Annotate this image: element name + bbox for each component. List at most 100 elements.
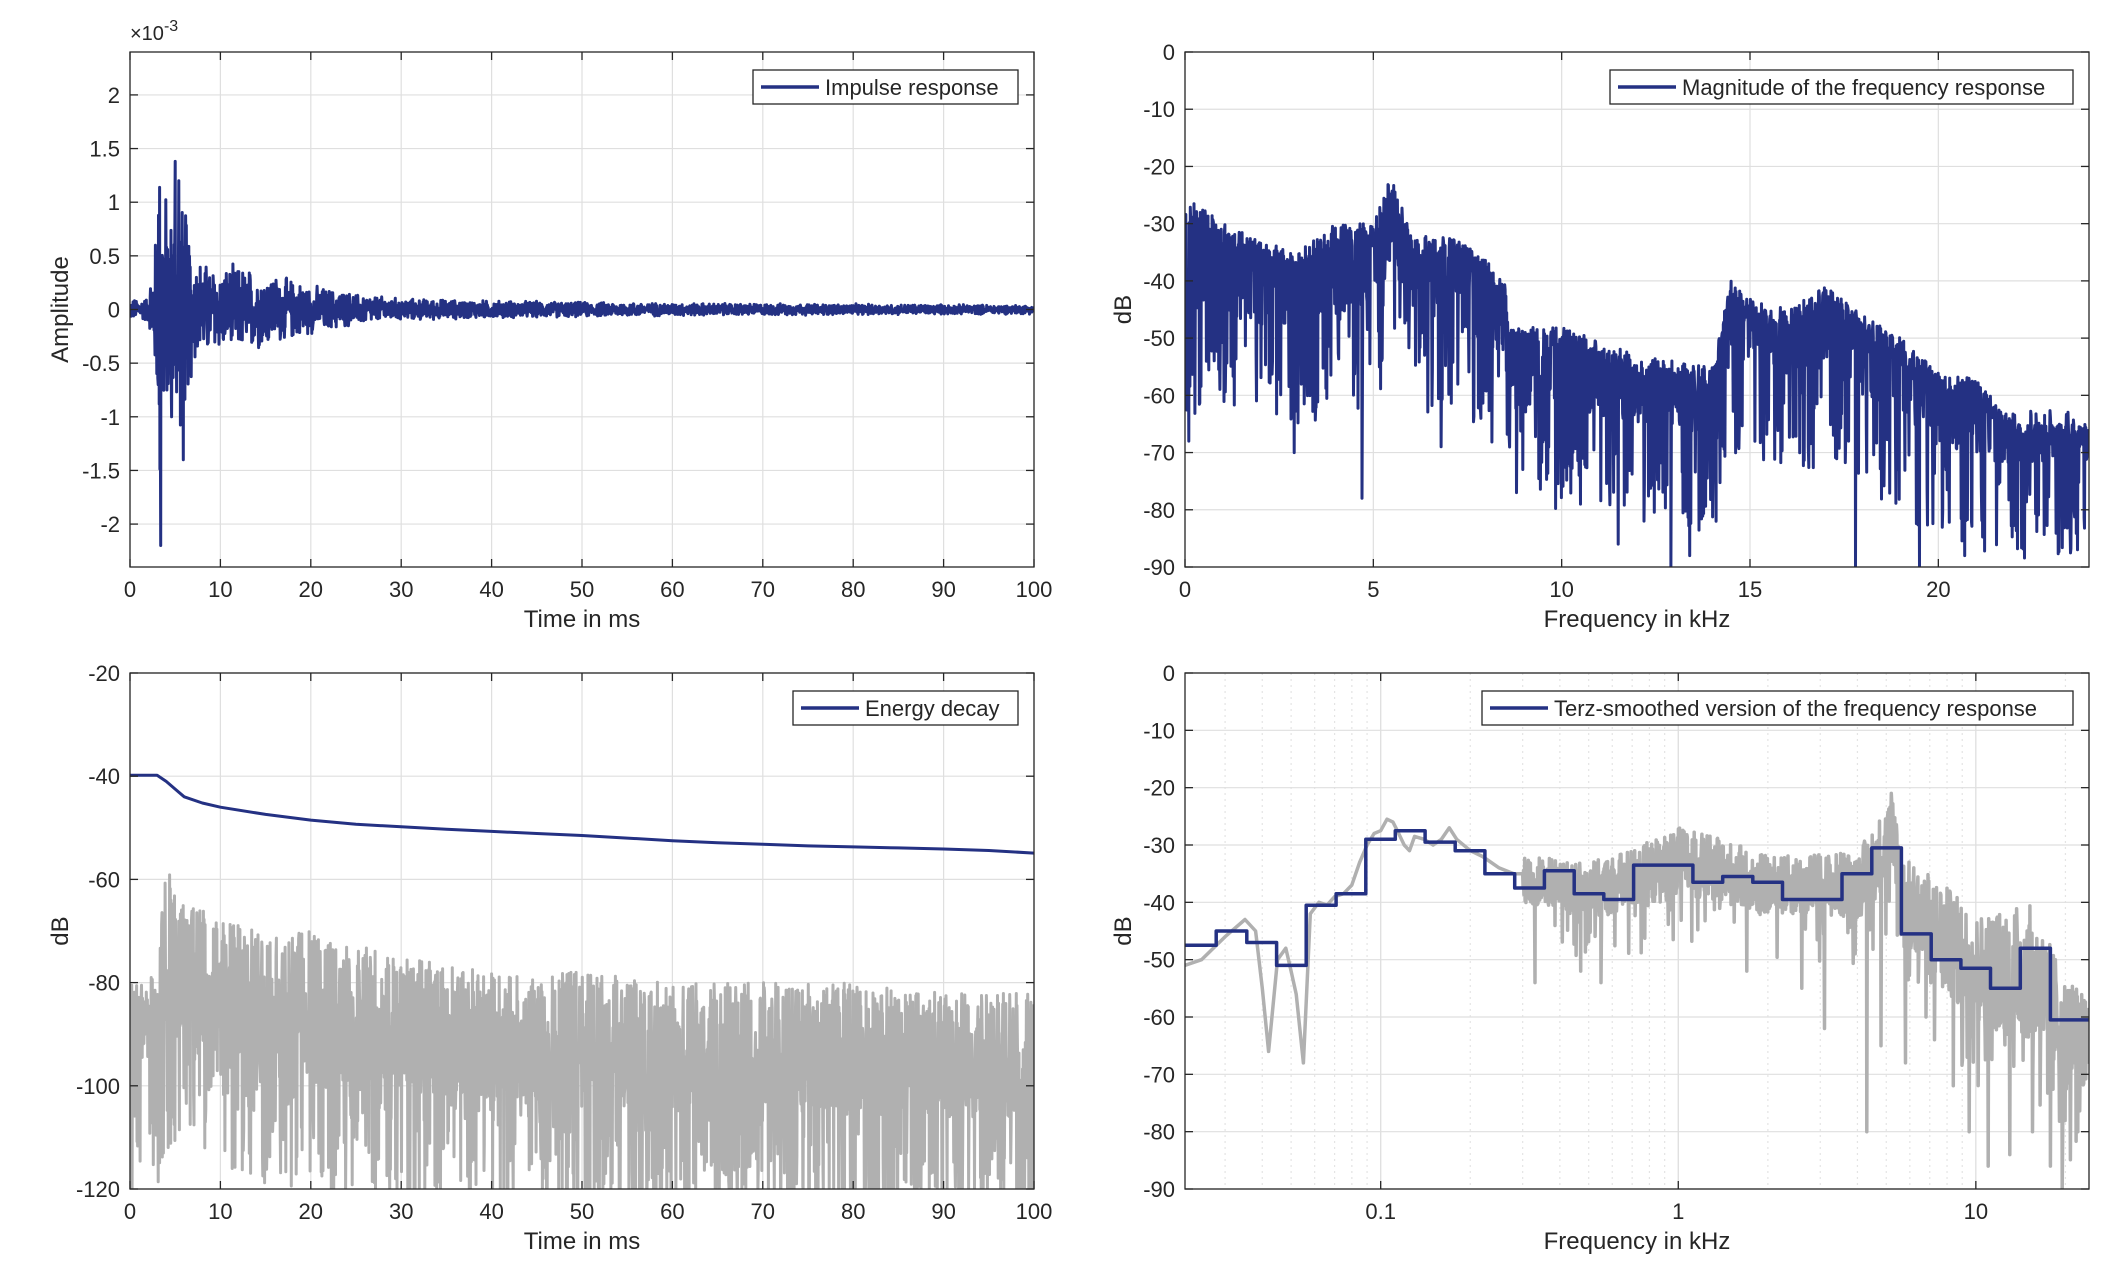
chart-panel-2: 0 5 10 15 20 0 -10 -20 -30 -40 -50 -60 -70 -80 -90 Freq… — [1110, 40, 2090, 633]
x-axis-label: Frequency in kHz — [1544, 606, 1731, 633]
legend-label: Energy decay — [865, 696, 1000, 721]
x-tick-label: 70 — [751, 1199, 775, 1224]
chart-panel-3: 0 10 20 30 40 50 60 70 80 90 100 -20 -40 -60 -80 -100 -1… — [47, 661, 1052, 1255]
x-tick-label: 20 — [299, 1199, 323, 1224]
x-axis-label: Time in ms — [524, 606, 640, 633]
y-tick-label: -60 — [1143, 383, 1175, 408]
x-tick-label: 5 — [1367, 577, 1379, 602]
data-layer — [1185, 791, 2089, 1189]
legend: Energy decay — [792, 690, 1019, 726]
data-layer — [130, 773, 1034, 1189]
y-tick-label: -2 — [100, 512, 120, 537]
x-tick-label: 40 — [479, 1199, 503, 1224]
y-tick-label: -20 — [1143, 776, 1175, 801]
legend-box — [1609, 69, 2074, 105]
legend-box — [1481, 690, 2074, 726]
y-axis-label: Amplitude — [47, 256, 74, 363]
y-tick-label: 0 — [108, 298, 120, 323]
y-tick-label: -100 — [76, 1074, 120, 1099]
y-tick-label: -10 — [1143, 718, 1175, 743]
x-tick-label: 80 — [841, 1199, 865, 1224]
x-tick-label: 90 — [931, 1199, 955, 1224]
y-tick-label: 0.5 — [89, 244, 120, 269]
y-tick-label: -70 — [1143, 1062, 1175, 1087]
y-axis-label: dB — [1110, 295, 1137, 324]
legend: Magnitude of the frequency response — [1609, 69, 2074, 105]
y-tick-label: -80 — [88, 971, 120, 996]
x-tick-label: 30 — [389, 1199, 413, 1224]
y-tick-label: -30 — [1143, 212, 1175, 237]
data-layer — [1185, 183, 2089, 567]
x-tick-label: 60 — [660, 1199, 684, 1224]
series-line-raw-gray — [1185, 791, 2089, 1189]
x-tick-label: 0 — [1179, 577, 1191, 602]
legend-label: Magnitude of the frequency response — [1682, 75, 2045, 100]
y-tick-label: 0 — [1163, 661, 1175, 686]
y-tick-label: -70 — [1143, 441, 1175, 466]
y-tick-label: -40 — [88, 764, 120, 789]
legend: Terz-smoothed version of the frequency r… — [1481, 690, 2074, 726]
x-tick-label: 80 — [841, 577, 865, 602]
x-tick-label: 100 — [1016, 1199, 1053, 1224]
y-tick-label: -50 — [1143, 948, 1175, 973]
x-tick-label: 10 — [1964, 1199, 1988, 1224]
x-tick-label: 100 — [1016, 577, 1053, 602]
y-tick-label: 1.5 — [89, 137, 120, 162]
x-tick-label: 90 — [931, 577, 955, 602]
y-tick-label: -40 — [1143, 890, 1175, 915]
x-tick-label: 10 — [1549, 577, 1573, 602]
y-tick-label: -60 — [1143, 1005, 1175, 1030]
y-tick-label: -40 — [1143, 269, 1175, 294]
x-tick-label: 70 — [751, 577, 775, 602]
x-tick-label: 1 — [1672, 1199, 1684, 1224]
y-tick-label: 1 — [108, 190, 120, 215]
x-axis-label: Time in ms — [524, 1228, 640, 1255]
x-tick-label: 0 — [124, 1199, 136, 1224]
y-exponent-label: ×10-3 — [130, 18, 178, 45]
x-tick-label: 20 — [299, 577, 323, 602]
data-layer — [130, 159, 1034, 547]
y-tick-label: 2 — [108, 83, 120, 108]
x-tick-label: 30 — [389, 577, 413, 602]
x-tick-label: 40 — [479, 577, 503, 602]
y-tick-label: -1.5 — [82, 458, 120, 483]
y-axis-label: dB — [47, 916, 74, 945]
y-tick-label: -10 — [1143, 97, 1175, 122]
x-tick-label: 50 — [570, 577, 594, 602]
legend-label: Terz-smoothed version of the frequency r… — [1554, 696, 2037, 721]
series-line-energy-gray — [130, 873, 1034, 1189]
x-tick-label: 0.1 — [1365, 1199, 1396, 1224]
x-tick-label: 10 — [208, 1199, 232, 1224]
x-axis-label: Frequency in kHz — [1544, 1228, 1731, 1255]
y-tick-label: 0 — [1163, 40, 1175, 65]
y-axis-label: dB — [1110, 916, 1137, 945]
x-tick-label: 20 — [1926, 577, 1950, 602]
axes-box — [1184, 672, 2090, 1190]
y-tick-label: -50 — [1143, 326, 1175, 351]
y-tick-label: -80 — [1143, 498, 1175, 523]
series-line-magnitude — [1185, 183, 2089, 567]
y-tick-label: -120 — [76, 1177, 120, 1202]
x-tick-label: 50 — [570, 1199, 594, 1224]
y-tick-label: -30 — [1143, 833, 1175, 858]
y-tick-label: -0.5 — [82, 351, 120, 376]
series-line-energy-decay — [130, 773, 1034, 855]
x-tick-label: 0 — [124, 577, 136, 602]
chart-panel-4: 0.1 1 10 0 -10 -20 -30 -40 -50 -60 -70 -80 -90 Freque… — [1110, 661, 2090, 1255]
y-tick-label: -80 — [1143, 1120, 1175, 1145]
series-line-terz-smoothed — [1185, 828, 2089, 1022]
y-tick-label: -20 — [1143, 154, 1175, 179]
y-tick-label: -20 — [88, 661, 120, 686]
axes-box — [1184, 51, 2090, 568]
y-tick-label: -60 — [88, 867, 120, 892]
chart-panel-1: 0 10 20 30 40 50 60 70 80 90 100 2 1.5 1 0.5 0 -0.5 -1 -1.… — [47, 18, 1052, 633]
x-tick-label: 15 — [1738, 577, 1762, 602]
series-line-impulse-response — [130, 159, 1034, 547]
y-tick-label: -90 — [1143, 555, 1175, 580]
x-tick-label: 60 — [660, 577, 684, 602]
legend: Impulse response — [752, 69, 1019, 105]
y-tick-label: -90 — [1143, 1177, 1175, 1202]
legend-label: Impulse response — [825, 75, 999, 100]
x-tick-label: 10 — [208, 577, 232, 602]
